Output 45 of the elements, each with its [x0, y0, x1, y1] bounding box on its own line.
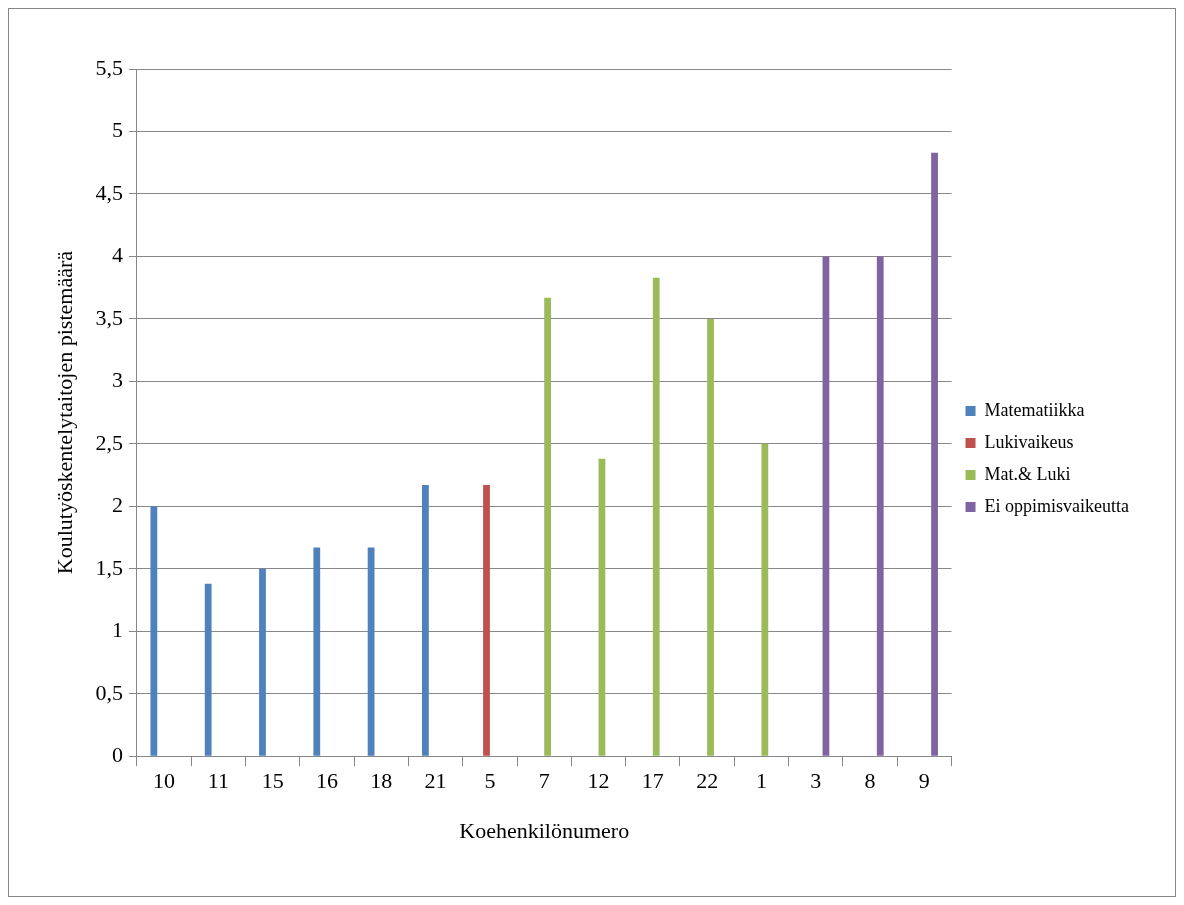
- bar: [204, 583, 212, 756]
- legend-label: Ei oppimisvaikeutta: [984, 495, 1130, 516]
- y-tick-label: 2,5: [95, 429, 123, 455]
- x-tick-label: 7: [538, 768, 550, 794]
- legend-label: Matematiikka: [984, 399, 1085, 420]
- x-tick-label: 16: [315, 768, 338, 794]
- y-tick-label: 5,5: [95, 54, 123, 80]
- legend-label: Mat.& Luki: [984, 463, 1071, 484]
- bar: [761, 443, 769, 756]
- y-axis-title: Koulutyöskentelytaitojen pistemäärä: [51, 250, 77, 575]
- y-tick-label: 4: [111, 242, 123, 268]
- legend-label: Lukivaikeus: [984, 431, 1074, 452]
- x-tick-label: 17: [641, 768, 664, 794]
- bar: [422, 485, 429, 756]
- x-tick-label: 9: [918, 768, 930, 794]
- y-tick-label: 3,5: [95, 304, 123, 330]
- y-tick-label: 5: [111, 117, 123, 143]
- x-tick-label: 3: [810, 768, 822, 794]
- bar: [652, 277, 660, 756]
- y-tick-label: 0: [111, 741, 123, 767]
- y-tick-label: 4,5: [95, 179, 123, 205]
- bar: [707, 318, 714, 756]
- y-tick-label: 2: [111, 492, 123, 518]
- x-tick-label: 10: [153, 768, 176, 794]
- x-tick-label: 21: [424, 768, 447, 794]
- bar: [931, 152, 938, 756]
- x-tick-label: 5: [484, 768, 496, 794]
- bar: [483, 485, 490, 756]
- y-tick-label: 3: [111, 367, 123, 393]
- x-axis-title: Koehenkilönumero: [459, 817, 630, 843]
- bar: [876, 256, 884, 756]
- x-tick-label: 11: [207, 768, 229, 794]
- x-tick-label: 22: [696, 768, 719, 794]
- bar: [544, 297, 551, 756]
- x-tick-label: 18: [370, 768, 393, 794]
- y-tick-label: 1: [111, 617, 123, 643]
- y-tick-label: 1,5: [95, 554, 123, 580]
- x-tick-label: 12: [587, 768, 610, 794]
- x-tick-label: 1: [755, 768, 767, 794]
- bar: [313, 547, 321, 756]
- bar: [259, 568, 266, 756]
- bar: [150, 506, 158, 756]
- y-tick-label: 0,5: [95, 679, 123, 705]
- x-tick-label: 15: [261, 768, 284, 794]
- x-tick-label: 8: [864, 768, 876, 794]
